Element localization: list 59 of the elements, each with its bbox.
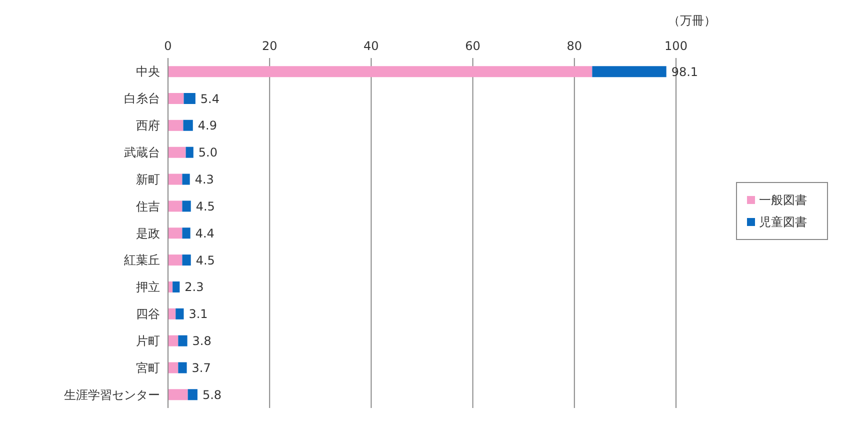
bar <box>184 93 196 104</box>
legend-label: 児童図書 <box>759 214 807 228</box>
y-tick-label: 住吉 <box>135 199 160 214</box>
bar <box>182 254 191 266</box>
bar <box>592 66 666 78</box>
total-label: 5.4 <box>200 92 220 106</box>
bar <box>176 308 184 320</box>
total-label: 5.0 <box>198 146 218 160</box>
bar <box>186 146 194 158</box>
total-label: 4.3 <box>194 172 214 187</box>
bar <box>188 389 198 400</box>
bar <box>182 228 190 239</box>
x-axis-title: （万冊） <box>668 14 716 28</box>
x-tick-label: 20 <box>262 39 278 53</box>
x-tick-label: 60 <box>465 39 480 53</box>
total-label: 4.4 <box>195 226 214 240</box>
y-tick-label: 四谷 <box>136 307 160 322</box>
bar <box>168 66 592 78</box>
legend-label: 一般図書 <box>759 192 807 206</box>
bar <box>168 200 182 212</box>
total-label: 3.8 <box>192 334 212 348</box>
total-label: 4.9 <box>198 118 217 133</box>
bar <box>168 389 188 400</box>
bar <box>168 93 184 104</box>
bar <box>168 335 178 346</box>
bar <box>168 362 178 374</box>
y-tick-label: 宮町 <box>136 360 160 375</box>
total-label: 3.1 <box>188 307 208 322</box>
y-tick-label: 片町 <box>136 334 160 348</box>
bar <box>168 120 184 131</box>
bar <box>183 120 193 131</box>
total-label: 4.5 <box>196 199 215 214</box>
y-tick-label: 生涯学習センター <box>64 388 160 402</box>
y-tick-label: 白糸台 <box>124 92 160 106</box>
x-tick-label: 0 <box>164 39 172 53</box>
bar <box>178 362 187 374</box>
bar <box>168 254 182 266</box>
y-tick-label: 新町 <box>136 172 160 186</box>
y-tick-label: 紅葉丘 <box>124 253 160 268</box>
bar <box>168 146 186 158</box>
y-tick-label: 押立 <box>136 280 160 294</box>
total-label: 3.7 <box>192 360 211 375</box>
bar <box>172 281 180 292</box>
x-tick-label: 40 <box>364 39 379 53</box>
total-label: 5.8 <box>202 388 222 402</box>
bar <box>168 308 176 320</box>
x-tick-label: 80 <box>566 39 582 53</box>
y-tick-label: 中央 <box>136 64 160 79</box>
bar <box>178 335 188 346</box>
x-tick-label: 100 <box>664 39 688 53</box>
total-label: 2.3 <box>184 280 204 294</box>
bar <box>168 228 182 239</box>
y-tick-label: 武蔵台 <box>124 145 160 160</box>
y-tick-label: 是政 <box>136 226 160 240</box>
bar <box>182 174 190 185</box>
bar <box>168 174 182 185</box>
bar <box>182 200 191 212</box>
y-tick-label: 西府 <box>136 118 160 133</box>
total-label: 4.5 <box>196 253 215 268</box>
